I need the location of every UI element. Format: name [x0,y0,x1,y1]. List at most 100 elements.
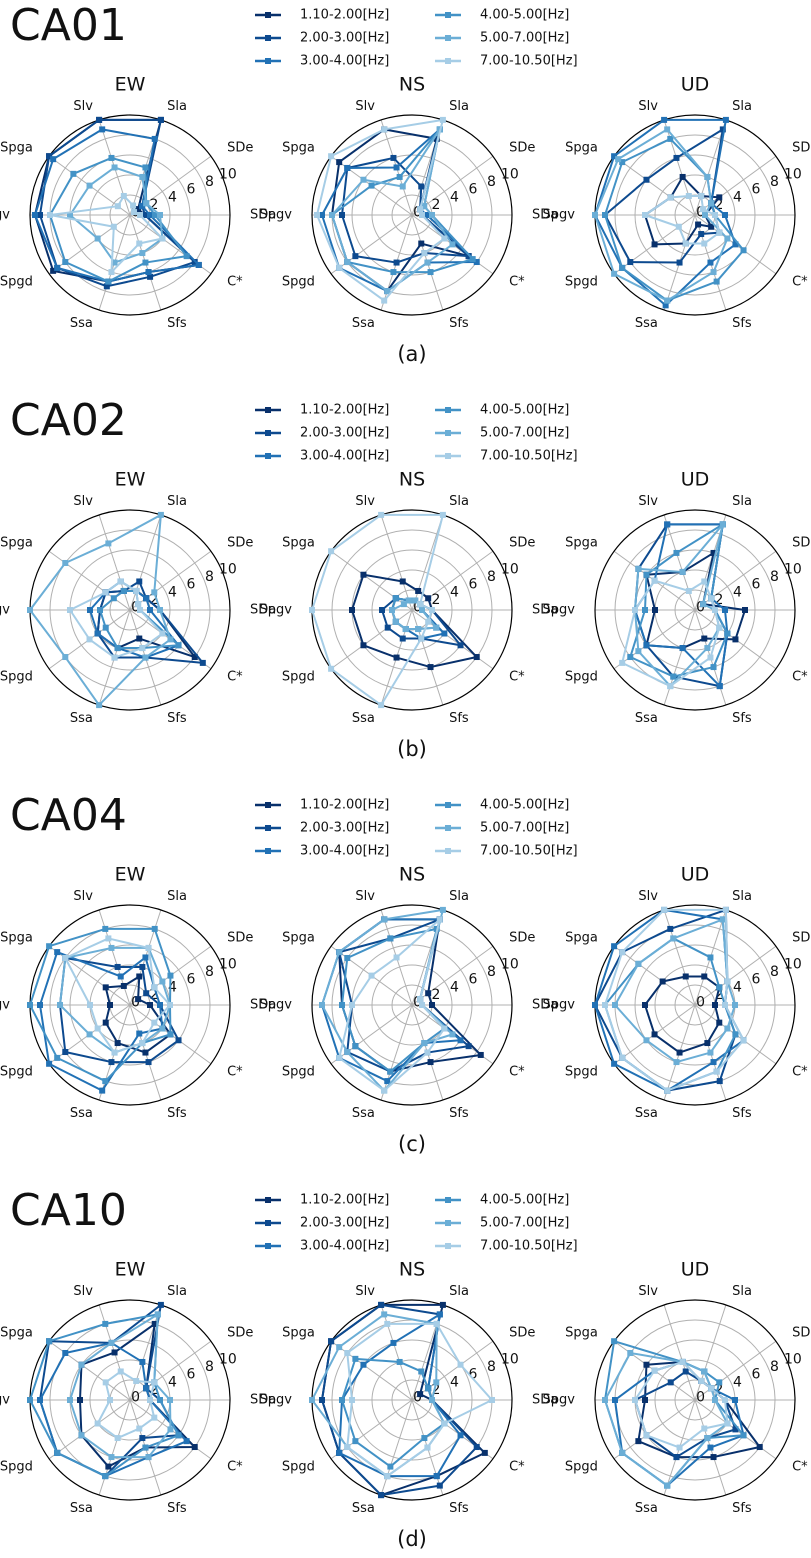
marker [712,607,718,613]
marker [642,1397,648,1403]
marker [724,235,731,242]
legend-marker [445,430,451,436]
legend-marker [265,802,271,808]
legend-marker [265,1243,271,1249]
marker [716,1379,723,1386]
marker [627,259,634,266]
marker [619,264,626,271]
marker [314,212,320,218]
marker [707,954,714,961]
marker [457,1361,464,1368]
category-label: SDa [532,1393,558,1408]
r-tick-label: 8 [770,1359,779,1375]
marker [632,1397,638,1403]
marker [627,654,634,661]
spoke [411,1304,444,1401]
legend-marker [265,848,271,854]
r-tick-label: 0 [413,995,422,1011]
marker [710,1454,717,1461]
legend-marker [445,848,451,854]
marker [424,259,431,266]
marker [421,250,428,257]
r-tick-label: 8 [770,174,779,190]
marker [94,630,101,637]
marker [87,1002,93,1008]
marker [673,549,680,556]
marker [67,1397,73,1403]
marker [602,1397,608,1403]
category-label: Spgd [282,1460,315,1475]
marker [135,206,142,213]
marker [143,200,150,207]
marker [421,203,428,210]
marker [489,1397,495,1403]
marker [102,1473,109,1480]
category-label: Sla [449,889,469,904]
spoke [411,945,494,1006]
marker [421,1435,428,1442]
marker [643,1361,650,1368]
spoke [663,1304,696,1401]
legend-label: 2.00-3.00[Hz] [300,1216,389,1231]
r-tick-label: 4 [450,1374,459,1390]
spoke [129,514,162,611]
category-label: SDe [509,930,535,945]
marker [667,135,674,142]
marker [151,589,158,596]
marker [139,645,146,652]
category-label: Spga [0,930,33,945]
marker [378,1492,385,1499]
marker [417,206,424,213]
marker [67,607,73,613]
category-label: C* [227,1065,243,1080]
marker [701,578,708,585]
marker [139,250,146,257]
marker [114,1435,121,1442]
category-label: SDa [250,1393,276,1408]
category-label: C* [792,1065,808,1080]
category-label: Spga [565,930,598,945]
spoke [98,1399,131,1496]
marker [117,578,124,585]
chart-title: UD [681,864,710,886]
station-title: CA02 [10,395,127,446]
r-tick-label: 10 [219,166,237,182]
r-tick-label: 2 [150,1382,159,1398]
marker [682,240,689,247]
marker [732,1031,739,1038]
r-tick-label: 10 [784,166,802,182]
marker [393,954,400,961]
marker [724,978,731,985]
marker [425,1385,432,1392]
marker [421,1040,428,1047]
marker [191,654,198,661]
marker [46,943,53,950]
marker [50,156,57,163]
category-label: Spgv [260,1393,293,1408]
marker [399,635,406,642]
category-label: Slv [73,889,93,904]
marker [381,1311,388,1318]
chart-title: EW [115,864,146,886]
marker [642,212,648,218]
category-label: Spga [0,140,33,155]
marker [643,1037,650,1044]
marker [102,984,109,991]
category-label: Ssa [352,1501,375,1516]
marker [667,194,674,201]
marker [145,1059,152,1066]
marker [393,259,400,266]
marker [449,241,456,248]
marker [120,982,127,989]
category-label: Spgv [260,998,293,1013]
category-label: Slv [73,99,93,114]
category-label: Ssa [635,316,658,331]
marker [473,654,480,661]
marker [96,702,103,709]
marker [387,1068,394,1075]
marker [701,635,708,642]
category-label: Slv [355,1284,375,1299]
spoke [613,155,696,216]
marker [349,607,355,613]
category-label: C* [227,1460,243,1475]
